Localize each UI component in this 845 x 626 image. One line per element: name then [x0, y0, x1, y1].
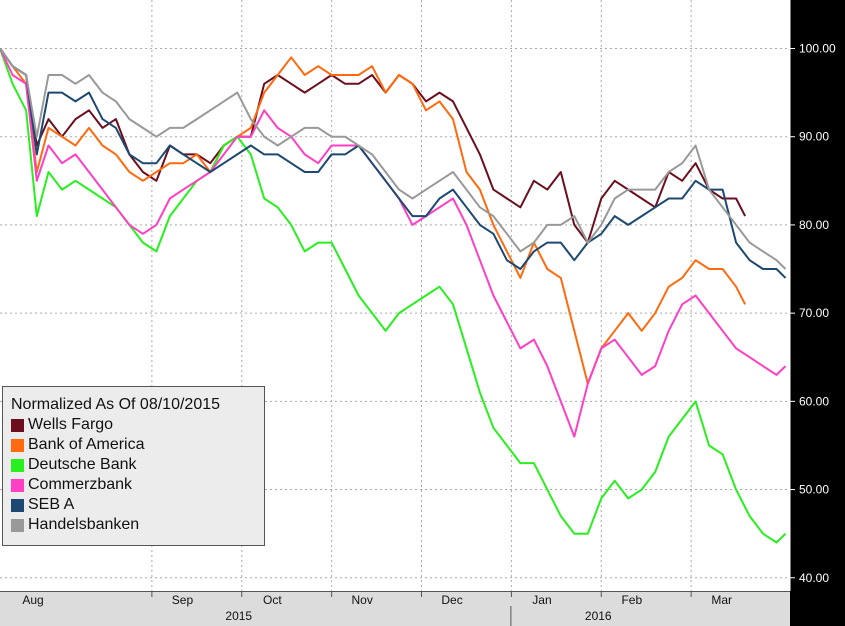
series-line-seb-a — [0, 47, 787, 279]
x-tick-label: Oct — [263, 593, 282, 607]
y-tick-label: 90.00 — [799, 130, 829, 144]
x-axis: Aug Sep Oct Nov Dec Jan Feb Mar 2015 2016 — [0, 591, 790, 626]
x-tick-label: Aug — [22, 593, 43, 607]
legend-title: Normalized As Of 08/10/2015 — [11, 396, 221, 413]
y-axis: 40.00 50.00 60.00 70.00 80.00 90.00 100.00 — [789, 0, 836, 591]
grid — [0, 0, 790, 591]
legend-label-handelsbanken: Handelsbanken — [28, 516, 140, 533]
legend-item-handelsbanken: Handelsbanken — [11, 515, 264, 535]
legend-label-commerzbank: Commerzbank — [28, 476, 133, 493]
legend-item-deutsche-bank: Deutsche Bank — [11, 455, 264, 475]
y-tick-label: 70.00 — [799, 306, 829, 320]
y-tick-label: 60.00 — [799, 394, 829, 408]
legend-item-wells-fargo: Wells Fargo — [11, 415, 264, 435]
x-tick-label: Nov — [352, 593, 373, 607]
legend-label-seb-a: SEB A — [28, 496, 75, 513]
legend-swatch-handelsbanken — [11, 518, 24, 532]
legend-label-wells-fargo: Wells Fargo — [28, 416, 114, 433]
y-tick-label: 80.00 — [799, 218, 829, 232]
legend-swatch-seb-a — [11, 498, 24, 512]
year-label: 2016 — [585, 609, 612, 623]
legend-label-bank-of-america: Bank of America — [28, 436, 145, 453]
x-tick-label: Sep — [172, 593, 194, 607]
x-tick-label: Jan — [532, 593, 551, 607]
legend-item-commerzbank: Commerzbank — [11, 475, 264, 495]
x-axis-bar — [0, 591, 790, 626]
legend-swatch-commerzbank — [11, 478, 24, 492]
legend-swatch-wells-fargo — [11, 418, 24, 432]
legend-swatch-bank-of-america — [11, 438, 24, 452]
series-line-bank-of-america — [0, 47, 746, 385]
legend: Normalized As Of 08/10/2015 Wells Fargo … — [2, 386, 265, 546]
x-tick-label: Mar — [711, 593, 732, 607]
series-line-handelsbanken — [0, 47, 787, 270]
series-line-wells-fargo — [0, 47, 746, 244]
y-tick-label: 40.00 — [799, 571, 829, 585]
y-tick-label: 100.00 — [799, 42, 836, 56]
year-label: 2015 — [225, 609, 252, 623]
x-tick-label: Feb — [621, 593, 642, 607]
legend-swatch-deutsche-bank — [11, 458, 24, 472]
series-lines — [0, 47, 787, 544]
y-tick-label: 50.00 — [799, 483, 829, 497]
x-tick-label: Dec — [441, 593, 462, 607]
legend-item-seb-a: SEB A — [11, 495, 264, 515]
legend-label-deutsche-bank: Deutsche Bank — [28, 456, 137, 473]
legend-item-bank-of-america: Bank of America — [11, 435, 264, 455]
